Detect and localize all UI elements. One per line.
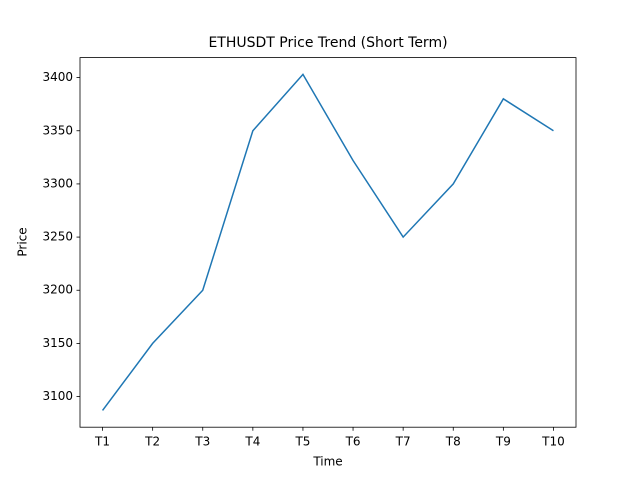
x-tick-label: T2 (144, 435, 160, 449)
x-tick-label: T5 (294, 435, 310, 449)
x-tick-label: T8 (445, 435, 461, 449)
x-tick-label: T6 (345, 435, 361, 449)
y-tick-label: 3200 (42, 283, 73, 297)
x-tick-label: T10 (541, 435, 565, 449)
y-tick-label: 3150 (42, 336, 73, 350)
y-tick-label: 3250 (42, 230, 73, 244)
x-axis-label: Time (312, 455, 342, 469)
plot-frame (79, 57, 577, 428)
y-tick-label: 3300 (42, 176, 73, 190)
x-tick-label: T3 (194, 435, 210, 449)
y-tick-label: 3350 (42, 123, 73, 137)
y-tick-label: 3100 (42, 389, 73, 403)
x-tick-label: T1 (94, 435, 110, 449)
x-tick-label: T7 (395, 435, 411, 449)
chart-title: ETHUSDT Price Trend (Short Term) (208, 35, 447, 51)
line-series (101, 73, 554, 411)
x-tick-label: T9 (495, 435, 511, 449)
x-tick-label: T4 (244, 435, 260, 449)
y-axis-label: Price (16, 227, 30, 256)
y-tick-label: 3400 (42, 70, 73, 84)
